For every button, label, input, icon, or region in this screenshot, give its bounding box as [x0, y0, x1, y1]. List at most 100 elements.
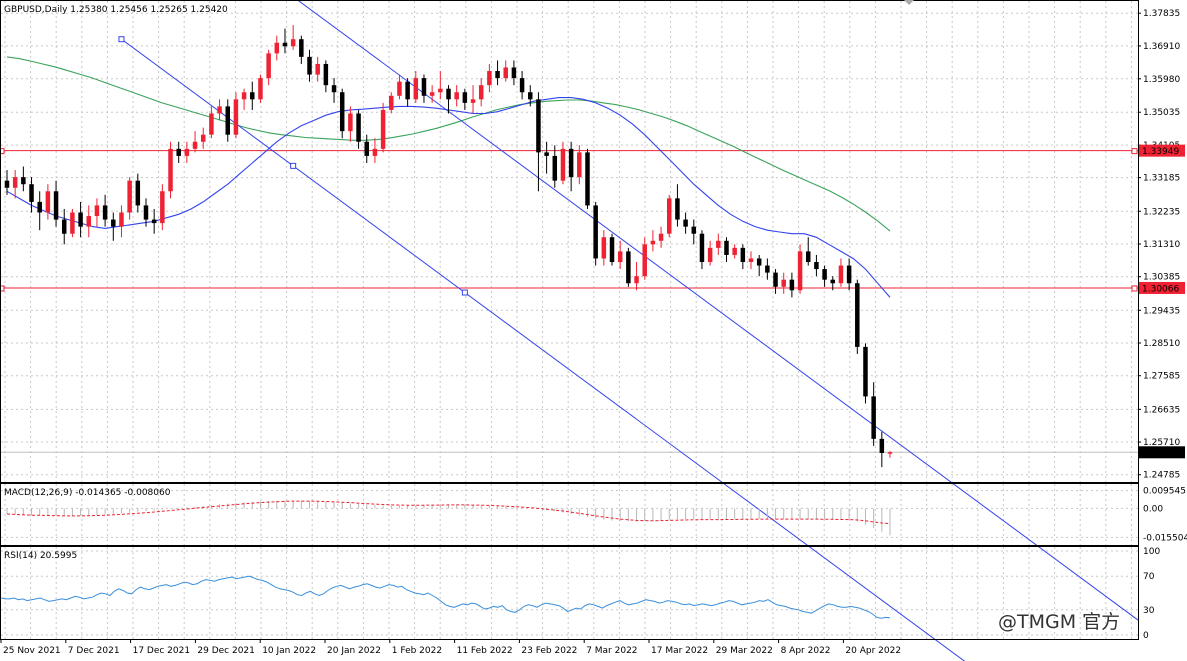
candle-body: [838, 265, 844, 284]
candle-body: [119, 212, 124, 227]
candle-body: [732, 247, 737, 255]
candle-body: [568, 148, 574, 178]
candle-body: [724, 240, 729, 255]
time-tick-label: 8 Apr 2022: [781, 646, 831, 656]
candle-body: [372, 148, 378, 156]
candle-body: [12, 177, 18, 188]
time-tick-label: 29 Dec 2021: [197, 646, 255, 656]
candle-body: [135, 180, 141, 206]
rsi-axis: 100 70 30 0: [1143, 547, 1160, 641]
candle-body: [446, 88, 451, 100]
line-anchor-handle[interactable]: [1131, 285, 1138, 292]
candle-body: [299, 39, 304, 57]
candle-body: [707, 247, 713, 263]
candle-body: [577, 152, 582, 178]
candle-body: [380, 109, 386, 149]
price-tick-label: 1.29435: [1143, 306, 1180, 316]
rsi-line: [0, 575, 891, 619]
candle-body: [879, 438, 885, 453]
candle-body: [634, 276, 639, 284]
candle-body: [86, 216, 92, 227]
channel-anchor-handle[interactable]: [118, 36, 125, 43]
candle-body: [29, 184, 34, 202]
price-axis[interactable]: 1.378351.369101.359801.350351.341051.331…: [1138, 9, 1185, 481]
level-price-label: 1.30066: [1142, 284, 1179, 294]
level-price-badge[interactable]: [1139, 144, 1185, 157]
rsi-tick-label: 0: [1143, 631, 1149, 641]
channel-upper-line[interactable]: [293, 0, 1139, 621]
level-price-badge[interactable]: [1139, 281, 1185, 294]
macd-tick-label: 0.009545: [1143, 487, 1186, 497]
price-tick-label: 1.36910: [1143, 42, 1180, 52]
candle-body: [454, 92, 459, 100]
channel-anchor-handle[interactable]: [290, 162, 297, 169]
candle-body: [111, 219, 116, 227]
candle-body: [691, 226, 697, 234]
candle-body: [356, 113, 361, 142]
time-tick-label: 1 Feb 2022: [392, 646, 442, 656]
time-tick-label: 25 Nov 2021: [3, 646, 61, 656]
price-tick-label: 1.32235: [1143, 207, 1180, 217]
candle-body: [160, 191, 165, 224]
last-price-badge[interactable]: [1139, 446, 1185, 459]
main-pane-frame: [0, 0, 1139, 483]
regression-channel[interactable]: [118, 0, 1139, 661]
line-anchor-handle[interactable]: [0, 148, 5, 155]
candle-body: [290, 39, 296, 47]
candle-body: [323, 63, 329, 86]
candle-body: [61, 219, 67, 234]
candle-body: [511, 67, 517, 79]
candle-body: [102, 205, 108, 220]
time-axis[interactable]: 25 Nov 2021 7 Dec 2021 17 Dec 2021 29 Dec 2…: [0, 639, 901, 656]
price-tick-label: 1.26635: [1143, 405, 1180, 415]
price-tick-label: 1.24785: [1143, 471, 1180, 481]
macd-signal-line: [6, 500, 891, 525]
scroll-shift-marker[interactable]: [904, 0, 914, 5]
channel-lower-line[interactable]: [121, 38, 990, 661]
candle-body: [487, 71, 492, 86]
candle-body: [94, 205, 100, 217]
candle-body: [258, 78, 263, 100]
candle-body: [45, 191, 51, 213]
candle-body: [307, 56, 312, 75]
candle-body: [339, 92, 345, 132]
candle-body: [348, 113, 353, 132]
candle-body: [37, 201, 42, 213]
candle-body: [78, 212, 83, 227]
candle-body: [53, 191, 59, 220]
candle-body: [503, 67, 508, 79]
candle-body: [225, 106, 230, 135]
candle-body: [266, 53, 271, 79]
price-tick-label: 1.27585: [1143, 372, 1180, 382]
candle-body: [814, 262, 819, 270]
watermark: @TMGM 官方: [998, 611, 1120, 633]
rsi-tick-label: 100: [1143, 547, 1160, 557]
price-tick-label: 1.35035: [1143, 108, 1180, 118]
macd-header: MACD(12,26,9) -0.014365 -0.008060: [4, 488, 171, 498]
price-tick-label: 1.31310: [1143, 240, 1180, 250]
candle-body: [716, 240, 721, 248]
time-tick-label: 20 Apr 2022: [845, 646, 901, 656]
time-tick-label: 17 Mar 2022: [651, 646, 708, 656]
line-anchor-handle[interactable]: [1131, 148, 1138, 155]
time-tick-label: 29 Mar 2022: [716, 646, 773, 656]
candle-body: [805, 251, 811, 263]
candle-body: [822, 269, 827, 280]
candle-body: [560, 148, 566, 181]
candle-body: [846, 265, 852, 284]
level-price-label: 1.33949: [1142, 147, 1179, 157]
channel-anchor-handle[interactable]: [461, 289, 468, 296]
macd-tick-label: 0.00: [1143, 504, 1163, 514]
candle-body: [544, 152, 549, 156]
candle-body: [609, 237, 615, 263]
price-tick-label: 1.35980: [1143, 75, 1180, 85]
candle-body: [789, 279, 795, 291]
candle-body: [765, 265, 770, 273]
candle-body: [21, 177, 26, 185]
candle-body: [364, 141, 369, 156]
candle-body: [781, 279, 786, 287]
line-anchor-handle[interactable]: [0, 285, 5, 292]
candle-body: [241, 92, 247, 100]
candlesticks: [4, 25, 893, 468]
